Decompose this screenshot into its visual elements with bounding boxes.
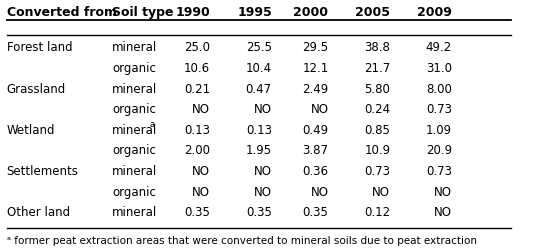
Text: NO: NO xyxy=(192,165,210,178)
Text: 1995: 1995 xyxy=(237,6,272,19)
Text: 0.36: 0.36 xyxy=(302,165,329,178)
Text: 49.2: 49.2 xyxy=(426,41,452,54)
Text: mineral: mineral xyxy=(112,124,158,137)
Text: Other land: Other land xyxy=(7,206,70,219)
Text: NO: NO xyxy=(434,206,452,219)
Text: 2.49: 2.49 xyxy=(302,83,329,96)
Text: NO: NO xyxy=(254,186,272,199)
Text: 1.09: 1.09 xyxy=(426,124,452,137)
Text: NO: NO xyxy=(254,103,272,116)
Text: Soil type: Soil type xyxy=(112,6,174,19)
Text: 0.21: 0.21 xyxy=(184,83,210,96)
Text: 0.35: 0.35 xyxy=(302,206,329,219)
Text: 2005: 2005 xyxy=(356,6,390,19)
Text: mineral: mineral xyxy=(112,206,158,219)
Text: mineral: mineral xyxy=(112,41,158,54)
Text: 2.00: 2.00 xyxy=(184,144,210,158)
Text: mineral: mineral xyxy=(112,83,158,96)
Text: organic: organic xyxy=(112,144,156,158)
Text: NO: NO xyxy=(310,103,329,116)
Text: 8.00: 8.00 xyxy=(427,83,452,96)
Text: 0.73: 0.73 xyxy=(364,165,390,178)
Text: 20.9: 20.9 xyxy=(426,144,452,158)
Text: Wetland: Wetland xyxy=(7,124,55,137)
Text: NO: NO xyxy=(254,165,272,178)
Text: a: a xyxy=(149,120,154,129)
Text: NO: NO xyxy=(434,186,452,199)
Text: 25.0: 25.0 xyxy=(184,41,210,54)
Text: 10.4: 10.4 xyxy=(246,62,272,75)
Text: Settlements: Settlements xyxy=(7,165,78,178)
Text: NO: NO xyxy=(310,186,329,199)
Text: 0.49: 0.49 xyxy=(302,124,329,137)
Text: 2009: 2009 xyxy=(417,6,452,19)
Text: Forest land: Forest land xyxy=(7,41,72,54)
Text: ᵃ former peat extraction areas that were converted to mineral soils due to peat : ᵃ former peat extraction areas that were… xyxy=(7,236,476,246)
Text: 5.80: 5.80 xyxy=(364,83,390,96)
Text: 0.73: 0.73 xyxy=(426,165,452,178)
Text: 1.95: 1.95 xyxy=(246,144,272,158)
Text: 0.47: 0.47 xyxy=(246,83,272,96)
Text: 0.35: 0.35 xyxy=(246,206,272,219)
Text: organic: organic xyxy=(112,62,156,75)
Text: 12.1: 12.1 xyxy=(302,62,329,75)
Text: 1990: 1990 xyxy=(176,6,210,19)
Text: 31.0: 31.0 xyxy=(426,62,452,75)
Text: 25.5: 25.5 xyxy=(246,41,272,54)
Text: 2000: 2000 xyxy=(293,6,329,19)
Text: 10.9: 10.9 xyxy=(364,144,390,158)
Text: Grassland: Grassland xyxy=(7,83,66,96)
Text: organic: organic xyxy=(112,186,156,199)
Text: 3.87: 3.87 xyxy=(302,144,329,158)
Text: 38.8: 38.8 xyxy=(364,41,390,54)
Text: 21.7: 21.7 xyxy=(364,62,390,75)
Text: 0.13: 0.13 xyxy=(184,124,210,137)
Text: 0.12: 0.12 xyxy=(364,206,390,219)
Text: 0.13: 0.13 xyxy=(246,124,272,137)
Text: NO: NO xyxy=(372,186,390,199)
Text: 0.24: 0.24 xyxy=(364,103,390,116)
Text: 0.73: 0.73 xyxy=(426,103,452,116)
Text: 29.5: 29.5 xyxy=(302,41,329,54)
Text: NO: NO xyxy=(192,186,210,199)
Text: 0.85: 0.85 xyxy=(364,124,390,137)
Text: Converted from: Converted from xyxy=(7,6,116,19)
Text: NO: NO xyxy=(192,103,210,116)
Text: 0.35: 0.35 xyxy=(184,206,210,219)
Text: mineral: mineral xyxy=(112,165,158,178)
Text: organic: organic xyxy=(112,103,156,116)
Text: 10.6: 10.6 xyxy=(184,62,210,75)
